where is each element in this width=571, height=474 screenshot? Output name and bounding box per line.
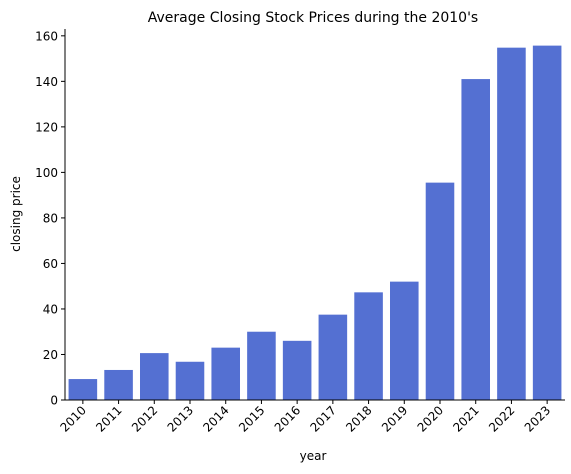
bar-2023 [532,45,562,401]
y-tick-label-80: 80 [43,211,58,225]
bar-2022 [497,47,526,400]
x-tick-label-2018: 2018 [343,403,374,434]
y-tick-label-120: 120 [35,120,58,134]
x-axis-title: year [300,449,327,463]
x-tick-label-2020: 2020 [415,403,446,434]
bar-2020 [425,182,455,400]
y-tick-label-0: 0 [50,394,58,408]
bar-2011 [104,369,133,400]
bar-2018 [354,292,383,400]
x-tick-label-2010: 2010 [57,403,88,434]
bar-2016 [282,340,312,400]
y-tick-label-100: 100 [35,166,58,180]
x-axis-ticks: 2010 2011 2012 2013 2014 2015 2016 2017 2018 2019… [57,400,553,435]
x-tick-label-2022: 2022 [486,403,517,434]
y-tick-label-40: 40 [43,302,58,316]
bar-2014 [211,347,240,400]
y-tick-label-140: 140 [35,75,58,89]
bar-2010 [68,379,98,400]
x-tick-label-2015: 2015 [236,403,267,434]
bar-2021 [461,79,490,400]
chart-title: Average Closing Stock Prices during the … [148,10,478,26]
x-tick-label-2021: 2021 [450,403,481,434]
x-tick-label-2013: 2013 [165,403,196,434]
x-tick-label-2014: 2014 [200,403,231,434]
x-tick-label-2012: 2012 [129,403,160,434]
bar-2015 [247,331,276,400]
x-tick-label-2023: 2023 [522,403,553,434]
x-tick-label-2016: 2016 [272,403,303,434]
x-tick-label-2017: 2017 [307,403,338,434]
bars-group [68,45,562,401]
y-tick-label-60: 60 [43,257,58,271]
y-tick-label-160: 160 [35,29,58,43]
y-axis-title: closing price [9,176,23,252]
bar-2012 [140,353,169,400]
y-tick-label-20: 20 [43,348,58,362]
x-tick-label-2019: 2019 [379,403,410,434]
bar-2019 [390,281,419,400]
y-axis-ticks: 0 20 40 60 80 100 120 140 160 [35,29,65,408]
x-tick-label-2011: 2011 [93,403,124,434]
bar-2013 [175,361,205,400]
bar-2017 [318,314,348,400]
